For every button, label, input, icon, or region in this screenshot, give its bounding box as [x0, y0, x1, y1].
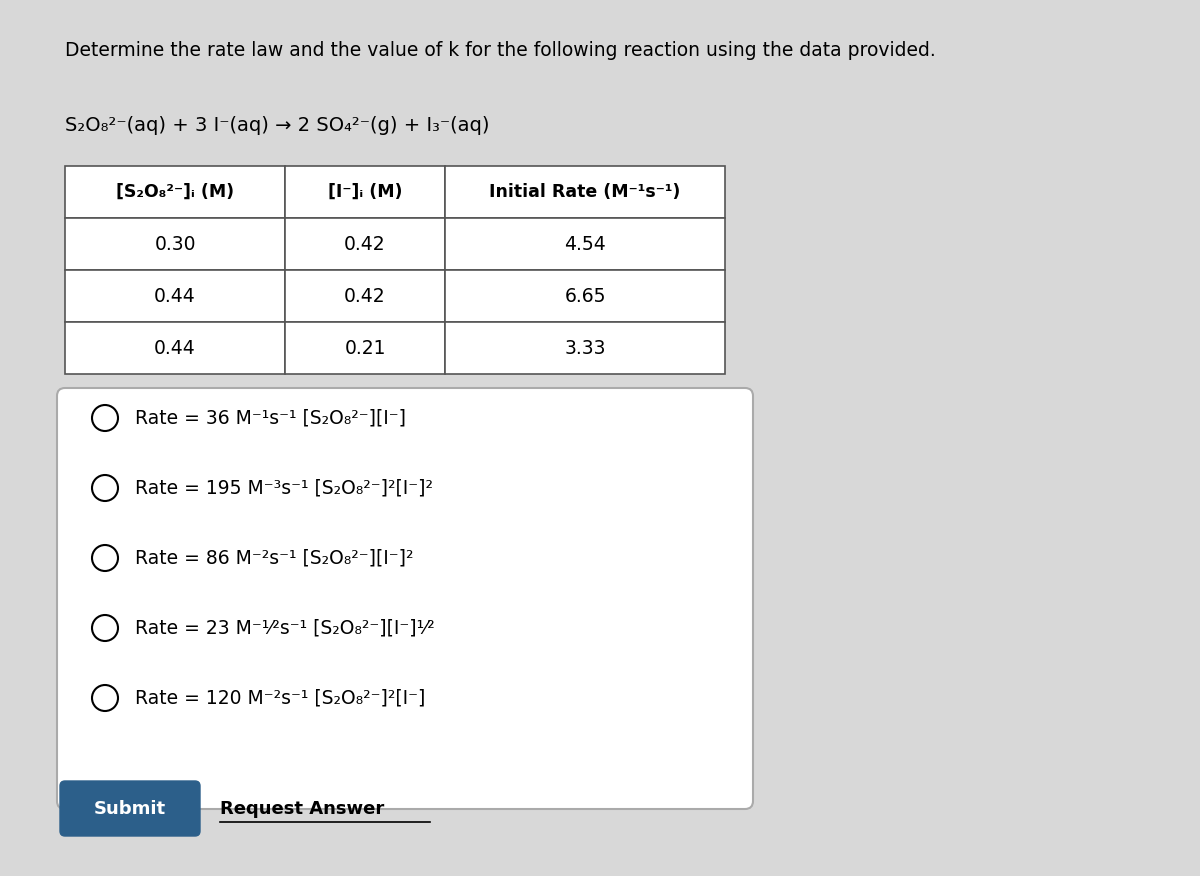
FancyBboxPatch shape: [58, 388, 754, 809]
Text: Rate = 23 M⁻¹⁄²s⁻¹ [S₂O₈²⁻][I⁻]¹⁄²: Rate = 23 M⁻¹⁄²s⁻¹ [S₂O₈²⁻][I⁻]¹⁄²: [134, 618, 434, 638]
Bar: [445, 166, 725, 218]
Text: S₂O₈²⁻(aq) + 3 I⁻(aq) → 2 SO₄²⁻(g) + I₃⁻(aq): S₂O₈²⁻(aq) + 3 I⁻(aq) → 2 SO₄²⁻(g) + I₃⁻…: [65, 116, 490, 135]
Text: Rate = 86 M⁻²s⁻¹ [S₂O₈²⁻][I⁻]²: Rate = 86 M⁻²s⁻¹ [S₂O₈²⁻][I⁻]²: [134, 548, 414, 568]
Text: Request Answer: Request Answer: [220, 800, 384, 817]
Text: 0.30: 0.30: [155, 235, 196, 253]
Text: Initial Rate (M⁻¹s⁻¹): Initial Rate (M⁻¹s⁻¹): [490, 183, 680, 201]
Bar: [65, 270, 286, 322]
FancyBboxPatch shape: [60, 781, 200, 836]
Bar: [445, 270, 725, 322]
Text: [S₂O₈²⁻]ᵢ (M): [S₂O₈²⁻]ᵢ (M): [116, 183, 234, 201]
Text: 6.65: 6.65: [564, 286, 606, 306]
Bar: [286, 270, 445, 322]
Bar: [445, 322, 725, 374]
Bar: [445, 218, 725, 270]
Text: Rate = 120 M⁻²s⁻¹ [S₂O₈²⁻]²[I⁻]: Rate = 120 M⁻²s⁻¹ [S₂O₈²⁻]²[I⁻]: [134, 689, 425, 708]
Text: Determine the rate law and the value of k for the following reaction using the d: Determine the rate law and the value of …: [65, 41, 936, 60]
Text: 0.44: 0.44: [154, 338, 196, 357]
Bar: [286, 166, 445, 218]
Bar: [65, 218, 286, 270]
Text: Rate = 195 M⁻³s⁻¹ [S₂O₈²⁻]²[I⁻]²: Rate = 195 M⁻³s⁻¹ [S₂O₈²⁻]²[I⁻]²: [134, 478, 433, 498]
Bar: [65, 322, 286, 374]
Text: Rate = 36 M⁻¹s⁻¹ [S₂O₈²⁻][I⁻]: Rate = 36 M⁻¹s⁻¹ [S₂O₈²⁻][I⁻]: [134, 408, 406, 427]
Text: 0.42: 0.42: [344, 286, 386, 306]
Text: 4.54: 4.54: [564, 235, 606, 253]
Text: 3.33: 3.33: [564, 338, 606, 357]
Text: 0.44: 0.44: [154, 286, 196, 306]
Text: Submit: Submit: [94, 800, 166, 817]
Text: 0.42: 0.42: [344, 235, 386, 253]
Text: [I⁻]ᵢ (M): [I⁻]ᵢ (M): [328, 183, 402, 201]
Bar: [65, 166, 286, 218]
Bar: [286, 218, 445, 270]
Bar: [286, 322, 445, 374]
Text: 0.21: 0.21: [344, 338, 385, 357]
